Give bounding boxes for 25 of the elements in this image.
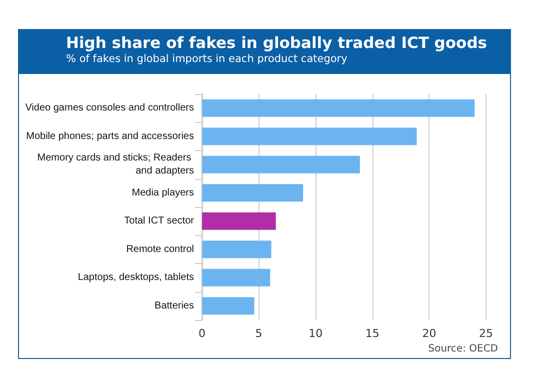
y-tick-label: Memory cards and sticks; Readers and adapters	[37, 152, 194, 177]
y-tick-label: Batteries	[154, 300, 194, 312]
x-tick-label: 25	[479, 327, 493, 340]
x-tick-label: 5	[255, 327, 262, 340]
bar	[202, 128, 417, 146]
chart-subtitle: % of fakes in global imports in each product category	[66, 52, 348, 66]
y-tick-label: Video games consoles and controllers	[25, 102, 194, 114]
bar	[202, 184, 304, 202]
bar	[202, 156, 360, 174]
bar	[202, 212, 276, 230]
y-tick-label: Media players	[132, 187, 194, 198]
x-tick-label: 10	[308, 327, 323, 340]
y-tick-label: Laptops, desktops, tablets	[78, 272, 194, 284]
x-tick-label: 15	[365, 327, 380, 340]
x-tick-label: 0	[198, 327, 206, 340]
bar	[202, 99, 475, 117]
y-tick-label: Remote control	[126, 244, 194, 255]
y-tick-label: Mobile phones; parts and accessories	[26, 130, 194, 142]
x-tick-label: 20	[422, 327, 436, 340]
bar	[202, 268, 270, 286]
y-tick-label: Total ICT sector	[124, 216, 195, 227]
bar	[202, 240, 272, 258]
source-note: Source: OECD	[428, 344, 498, 354]
chart-title: High share of fakes in globally traded ICT goods	[66, 34, 488, 52]
bar	[202, 297, 254, 315]
